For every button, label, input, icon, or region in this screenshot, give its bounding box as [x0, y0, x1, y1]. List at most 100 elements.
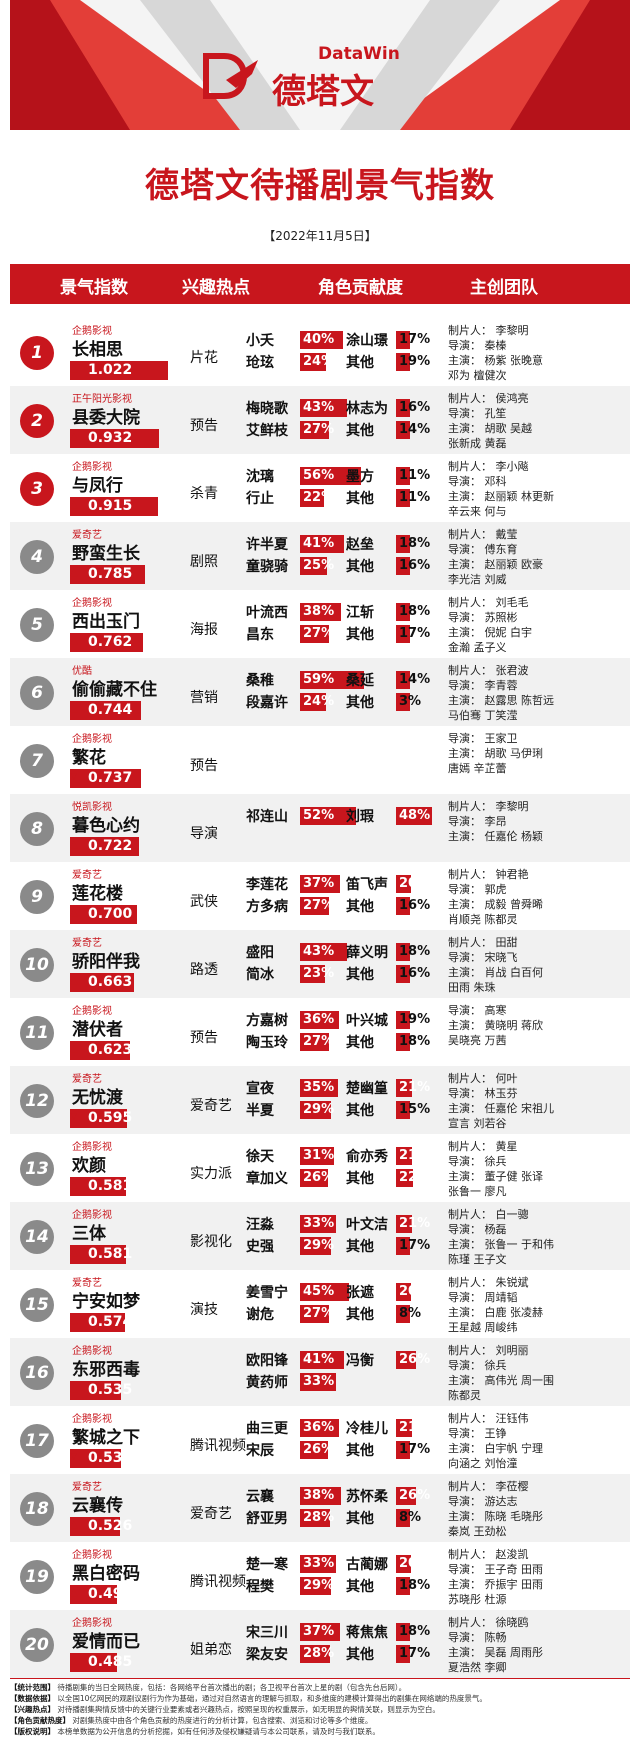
- team-line: 秦岚 王劲松: [448, 1525, 507, 1538]
- trend-up-icon: ▲: [70, 975, 78, 986]
- role-bar: [300, 693, 326, 711]
- role-bar: [300, 1147, 334, 1165]
- interest-hotspot: 导演: [190, 826, 218, 842]
- drama-name: 黑白密码: [72, 1564, 140, 1584]
- role-percent: 33%: [303, 1216, 335, 1231]
- rank-badge: 12: [20, 1084, 54, 1118]
- table-row: 7 企鹅影视 繁花 0.737 ▽ 预告 导演： 王家卫 主演： 胡歌 马伊琍 唐嫣 辛芷蕾: [10, 726, 630, 794]
- role-name: 玱玹: [246, 355, 274, 371]
- team-line: 导演： 邓科: [448, 475, 507, 488]
- role-percent: 20%: [399, 876, 431, 891]
- table-row: 13 企鹅影视 欢颜 0.581 ▲ 实力派 徐天 31% 俞亦秀 21% 章加义 26% 其他 22% 制…: [10, 1134, 630, 1202]
- role-bar: [300, 1645, 330, 1663]
- role-name: 其他: [346, 491, 374, 507]
- role-name: 其他: [346, 1443, 374, 1459]
- index-bar: [70, 1041, 130, 1060]
- banner-graphic: [10, 0, 630, 130]
- team-line: 宣言 刘若谷: [448, 1117, 507, 1130]
- drama-name: 西出玉门: [72, 612, 140, 632]
- role-name: 叶文洁: [346, 1217, 388, 1233]
- drama-name: 三体: [72, 1224, 106, 1244]
- footnote-text: 对剧集热度中由各个角色贡献的热度进行的分析计算，包含搜索、浏览和讨论等多个维度。: [70, 1716, 373, 1725]
- trend-up-icon: ▲: [70, 431, 78, 442]
- role-bar: [300, 1487, 341, 1505]
- rank-badge: 16: [20, 1356, 54, 1390]
- role-percent: 48%: [399, 808, 431, 823]
- role-name: 陶玉玲: [246, 1035, 288, 1051]
- role-bar: [396, 671, 410, 689]
- role-bar: [396, 1101, 410, 1119]
- index-bar: [70, 905, 137, 924]
- index-value: 0.932: [88, 430, 133, 446]
- role-percent: 22%: [303, 490, 335, 505]
- role-bar: [300, 1215, 336, 1233]
- role-name: 梅晓歌: [246, 401, 288, 417]
- role-percent: 36%: [303, 1012, 335, 1027]
- index-bar: [70, 1585, 117, 1604]
- team-line: 陈都灵: [448, 1389, 481, 1402]
- drama-name: 县委大院: [72, 408, 140, 428]
- role-name: 赵垒: [346, 537, 374, 553]
- platform-label: 企鹅影视: [72, 462, 112, 473]
- role-name: 祁连山: [246, 809, 288, 825]
- team-line: 导演： 游达志: [448, 1495, 518, 1508]
- team-line: 导演： 秦榛: [448, 339, 507, 352]
- header-index: 景气指数: [60, 278, 128, 298]
- role-percent: 28%: [303, 1510, 335, 1525]
- role-bar: [396, 1623, 410, 1641]
- table-row: 8 悦凯影视 暮色心约 0.722 ▲ 导演 祁连山 52% 刘瑕 48% 制片人： 李黎明 导演： …: [10, 794, 630, 862]
- index-bar: [70, 837, 139, 856]
- team-line: 邓为 檀健次: [448, 369, 507, 382]
- role-name: 李莲花: [246, 877, 288, 893]
- role-bar: [396, 625, 410, 643]
- team-line: 主演： 成毅 曾舜晞: [448, 898, 543, 911]
- drama-name: 繁城之下: [72, 1428, 140, 1448]
- table-row: 18 爱奇艺 云襄传 0.526 ▲ 爱奇艺 云襄 38% 苏怀柔 26% 舒亚男 28% 其他 8% 制片…: [10, 1474, 630, 1542]
- role-percent: 43%: [303, 944, 335, 959]
- table-row: 6 优酷 偷偷藏不住 0.744 ▲ 营销 桑稚 59% 桑延 14% 段嘉许 24% 其他 3% 制片人：…: [10, 658, 630, 726]
- team-line: 导演： 傅东育: [448, 543, 518, 556]
- role-name: 叶流西: [246, 605, 288, 621]
- role-name: 蒋焦焦: [346, 1625, 388, 1641]
- drama-name: 宁安如梦: [72, 1292, 140, 1312]
- role-name: 姜雪宁: [246, 1285, 288, 1301]
- role-bar: [396, 693, 410, 711]
- role-name: 简冰: [246, 967, 274, 983]
- trend-up-icon: ▲: [70, 635, 78, 646]
- role-percent: 52%: [303, 808, 335, 823]
- team-line: 马伯骞 丁笑滢: [448, 709, 518, 722]
- role-percent: 20%: [399, 1284, 431, 1299]
- team-line: 主演： 倪妮 白宇: [448, 626, 532, 639]
- footnotes: 【统计范围】 待播剧集的当日全网热度，包括：各网络平台首次播出的剧；各卫视平台首…: [10, 1678, 630, 1742]
- role-bar: [300, 467, 361, 485]
- index-value: 0.744: [88, 702, 133, 718]
- team-line: 导演： 杨磊: [448, 1223, 507, 1236]
- role-bar: [300, 1169, 328, 1187]
- page-title: 德塔文待播剧景气指数: [145, 166, 495, 206]
- role-bar: [396, 1305, 410, 1323]
- role-bar: [300, 1419, 339, 1437]
- team-line: 唐嫣 辛芷蕾: [448, 762, 507, 775]
- drama-name: 长相思: [72, 340, 123, 360]
- role-percent: 27%: [303, 1034, 335, 1049]
- trend-up-icon: ▲: [70, 1519, 78, 1530]
- role-bar: [396, 875, 411, 893]
- rank-badge: 15: [20, 1288, 54, 1322]
- role-bar: [300, 1101, 331, 1119]
- role-percent: 26%: [303, 1170, 335, 1185]
- role-bar: [396, 1351, 416, 1369]
- role-percent: 21%: [399, 1148, 431, 1163]
- role-name: 程樊: [246, 1579, 274, 1595]
- rank-badge: 2: [20, 404, 54, 438]
- team-line: 导演： 周靖韬: [448, 1291, 518, 1304]
- role-name: 江斩: [346, 605, 374, 621]
- role-percent: 22%: [399, 1170, 431, 1185]
- platform-label: 企鹅影视: [72, 1210, 112, 1221]
- team-line: 制片人： 刘明丽: [448, 1344, 529, 1357]
- role-percent: 21%: [399, 1216, 431, 1231]
- role-name: 徐天: [246, 1149, 274, 1165]
- team-line: 吴晓亮 万茜: [448, 1034, 507, 1047]
- role-bar: [396, 1215, 412, 1233]
- trend-down-icon: ▽: [70, 1451, 78, 1462]
- index-value: 0.535: [88, 1382, 133, 1398]
